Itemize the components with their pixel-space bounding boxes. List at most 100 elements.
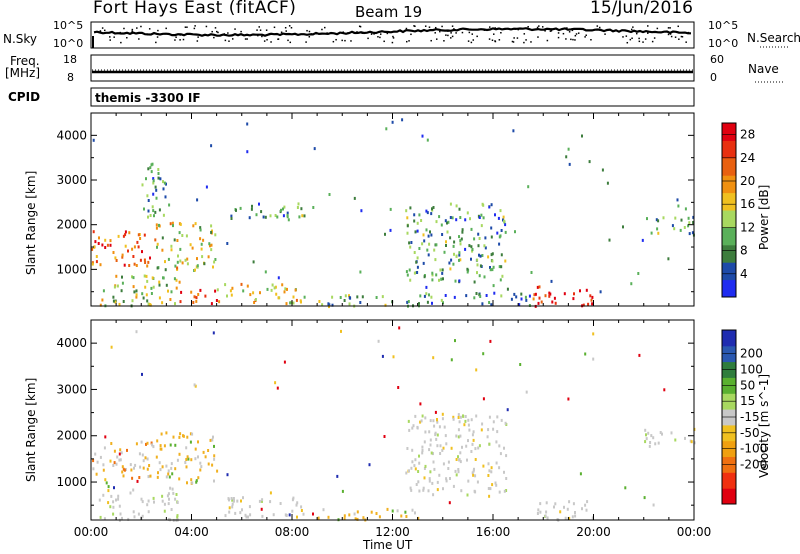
data-cell xyxy=(474,458,477,461)
data-cell xyxy=(145,274,148,278)
data-cell xyxy=(207,462,210,466)
data-cell xyxy=(173,238,176,242)
data-cell xyxy=(133,466,135,470)
colorbar-swatch xyxy=(722,330,736,347)
data-cell xyxy=(260,507,263,511)
data-cell xyxy=(153,500,155,504)
data-cell xyxy=(488,442,491,446)
data-cell xyxy=(423,476,426,480)
freq-panel xyxy=(90,54,695,82)
data-cell xyxy=(458,253,461,257)
data-cell xyxy=(172,435,175,439)
data-cell xyxy=(173,277,176,281)
data-cell xyxy=(479,254,482,258)
data-cell xyxy=(473,296,476,300)
data-cell xyxy=(191,432,194,436)
data-cell xyxy=(442,277,444,281)
data-cell xyxy=(146,279,149,283)
data-cell xyxy=(115,462,118,466)
nsky-point xyxy=(214,27,217,29)
data-cell xyxy=(447,220,450,224)
nsky-point xyxy=(629,38,632,41)
data-cell xyxy=(492,284,495,288)
data-cell xyxy=(158,208,161,212)
data-cell xyxy=(155,455,158,459)
data-cell xyxy=(599,290,602,294)
data-cell xyxy=(445,244,447,247)
data-cell xyxy=(476,480,479,484)
data-cell xyxy=(207,449,210,452)
data-cell xyxy=(471,442,474,446)
data-cell xyxy=(192,224,195,228)
data-cell xyxy=(155,196,158,200)
data-cell xyxy=(646,217,648,221)
data-cell xyxy=(478,237,481,240)
nsky-point xyxy=(530,41,532,43)
data-cell xyxy=(132,510,135,514)
data-cell xyxy=(301,214,304,218)
data-cell xyxy=(145,442,147,446)
nsky-point xyxy=(202,34,204,37)
data-cell xyxy=(112,500,115,504)
data-cell xyxy=(210,243,213,247)
x-tick-label: 20:00 xyxy=(576,525,611,539)
data-cell xyxy=(186,435,189,439)
data-cell xyxy=(544,514,547,518)
data-cell xyxy=(331,295,334,299)
data-cell xyxy=(501,274,504,278)
data-cell xyxy=(194,222,197,226)
data-cell xyxy=(168,497,170,501)
data-cell xyxy=(152,181,155,185)
nsky-point xyxy=(97,31,99,33)
data-cell xyxy=(513,292,516,296)
data-cell xyxy=(189,440,192,444)
data-cell xyxy=(177,254,179,258)
data-cell xyxy=(274,285,277,289)
nsky-point xyxy=(315,32,318,35)
data-cell xyxy=(655,218,658,222)
nsky-point xyxy=(324,26,326,29)
data-cell xyxy=(450,358,453,362)
data-cell xyxy=(539,510,542,514)
nsky-point xyxy=(373,33,375,35)
data-cell xyxy=(150,441,153,445)
nsky-point xyxy=(447,34,449,37)
y-tick-label: 3000 xyxy=(56,382,87,396)
data-cell xyxy=(591,302,594,306)
data-cell xyxy=(144,285,147,289)
data-cell xyxy=(452,262,455,266)
data-cell xyxy=(121,465,124,469)
data-cell xyxy=(455,458,458,461)
data-cell xyxy=(204,455,207,459)
data-cell xyxy=(92,459,95,463)
data-cell xyxy=(479,295,482,298)
data-cell xyxy=(186,481,188,485)
data-cell xyxy=(442,487,444,491)
data-cell xyxy=(98,236,100,240)
nsky-dots xyxy=(97,25,690,44)
data-cell xyxy=(544,294,547,298)
data-cell xyxy=(246,150,249,154)
data-cell xyxy=(520,292,523,296)
data-cell xyxy=(141,372,143,376)
data-cell xyxy=(312,512,314,516)
data-cell xyxy=(581,507,583,511)
data-cell xyxy=(104,246,107,249)
data-cell xyxy=(151,205,154,209)
data-cell xyxy=(467,479,470,483)
data-cell xyxy=(548,294,551,298)
data-cell xyxy=(321,303,324,307)
data-cell xyxy=(258,202,260,206)
data-cell xyxy=(413,251,416,254)
data-cell xyxy=(109,459,112,463)
nsky-point xyxy=(585,34,587,36)
data-cell xyxy=(244,513,247,517)
data-cell xyxy=(165,464,168,468)
nsky-point xyxy=(494,27,497,29)
data-cell xyxy=(195,479,198,483)
data-cell xyxy=(464,218,467,222)
data-cell xyxy=(592,357,595,361)
nsky-point xyxy=(434,26,437,29)
nsky-point xyxy=(566,27,568,29)
data-cell xyxy=(419,294,422,298)
